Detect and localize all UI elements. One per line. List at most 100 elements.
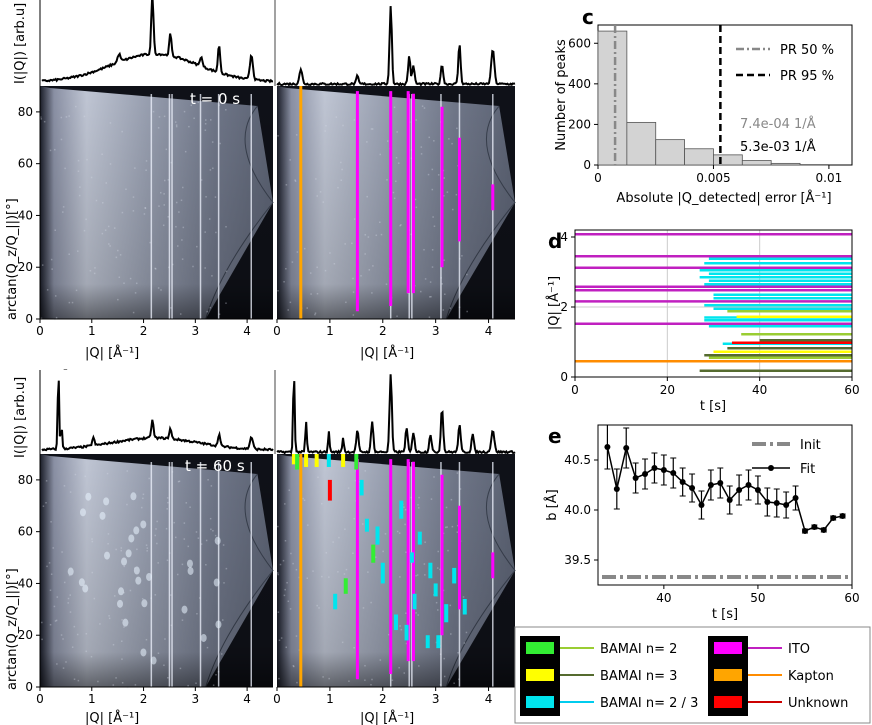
map-noise-right [341, 641, 344, 644]
map-noise-right [295, 134, 298, 136]
map-noise-right [414, 198, 417, 201]
map-noise-left [149, 241, 151, 244]
map-noise-left [55, 619, 58, 622]
map-noise-right [446, 191, 449, 193]
map-noise-left [198, 597, 201, 599]
chart-d-xlabel: t [s] [700, 399, 726, 414]
fit-point [689, 485, 696, 491]
legend-label-bamai_n2: BAMAI n= 2 [600, 642, 677, 657]
map-noise-right [415, 206, 418, 209]
map-noise-right [417, 614, 419, 616]
profile-b-left-curve [41, 380, 274, 452]
x-tick-label: 3 [432, 692, 440, 706]
legend-swatch-kapton [714, 669, 742, 681]
map-noise-left [167, 501, 169, 504]
map-noise-right [343, 573, 346, 575]
map-noise-left [183, 538, 186, 540]
map-noise-left [123, 626, 125, 628]
map-noise-right [277, 289, 279, 292]
map-noise-right [431, 266, 434, 268]
x-tick-label: 3 [192, 692, 200, 706]
map-noise-right [462, 596, 465, 598]
map-noise-right [430, 295, 432, 298]
legend-label-ito: ITO [788, 642, 810, 657]
map-noise-right [306, 307, 308, 309]
map-noise-left [121, 658, 123, 660]
map-noise-left [196, 245, 198, 248]
panel-label-e: e [548, 424, 562, 448]
map-noise-right [428, 136, 431, 139]
map-noise-right [424, 541, 426, 543]
map-noise-left [175, 225, 177, 228]
map-noise-right [283, 594, 286, 597]
map-noise-right [338, 536, 340, 539]
map-noise-right [292, 665, 295, 667]
map-noise-right [310, 293, 312, 295]
map-noise-left [176, 245, 179, 247]
map-noise-right [410, 233, 412, 236]
map-noise-left [142, 493, 145, 496]
legend-swatch-ito [714, 642, 742, 654]
map-noise-left [160, 289, 162, 291]
map-noise-right [360, 275, 362, 277]
map-noise-left [179, 313, 182, 315]
bragg-spot [213, 578, 220, 587]
map-noise-left [61, 551, 63, 553]
map-noise-right [307, 524, 309, 526]
map-noise-right [296, 681, 298, 684]
fit-point [670, 470, 677, 476]
map-noise-left [84, 475, 87, 478]
x-tick-label: 2 [379, 324, 387, 338]
map-noise-right [405, 551, 407, 554]
map-noise-right [420, 146, 423, 148]
map-noise-right [316, 195, 318, 197]
map-noise-left [97, 680, 99, 683]
map-noise-left [193, 117, 195, 120]
map-noise-right [282, 559, 285, 562]
map-noise-left [107, 225, 110, 228]
map-noise-right [398, 532, 401, 534]
map-noise-left [77, 250, 79, 252]
map-noise-left [156, 542, 158, 545]
map-noise-right [404, 523, 406, 526]
map-noise-left [129, 277, 132, 280]
x-tick-label: 0 [273, 692, 281, 706]
map-noise-left [62, 206, 65, 208]
map-noise-left [182, 226, 185, 229]
map-noise-right [289, 159, 291, 161]
map-noise-right [395, 156, 398, 159]
map-noise-right [405, 642, 408, 645]
map-noise-left [123, 591, 125, 594]
map-noise-left [68, 115, 70, 117]
fit-point [792, 495, 799, 501]
map-noise-left [90, 655, 93, 658]
map-noise-left [51, 268, 53, 270]
map-noise-right [328, 677, 330, 680]
map-noise-right [456, 127, 458, 130]
map-noise-right [309, 272, 312, 274]
map-noise-right [294, 179, 296, 181]
map-noise-left [40, 116, 42, 118]
map-noise-right [285, 267, 287, 270]
map-noise-right [429, 296, 431, 298]
fit-point [642, 471, 649, 477]
map-noise-right [293, 665, 295, 668]
map-noise-left [163, 179, 166, 182]
map-noise-left [197, 101, 200, 104]
map-noise-left [71, 646, 74, 648]
map-noise-right [371, 128, 374, 130]
x-tick-label: 2 [379, 692, 387, 706]
map-noise-right [450, 498, 453, 501]
map-noise-right [443, 675, 446, 678]
map-noise-right [427, 173, 430, 176]
map-noise-right [379, 153, 381, 156]
map-noise-left [225, 302, 227, 304]
map-noise-left [105, 182, 108, 184]
bragg-spot [103, 497, 110, 506]
map-noise-right [287, 600, 290, 603]
map-noise-left [206, 310, 208, 313]
x-tick-label: 0.01 [816, 171, 843, 185]
map-noise-right [278, 677, 280, 680]
map-noise-right [421, 105, 424, 107]
map-noise-right [393, 197, 396, 200]
